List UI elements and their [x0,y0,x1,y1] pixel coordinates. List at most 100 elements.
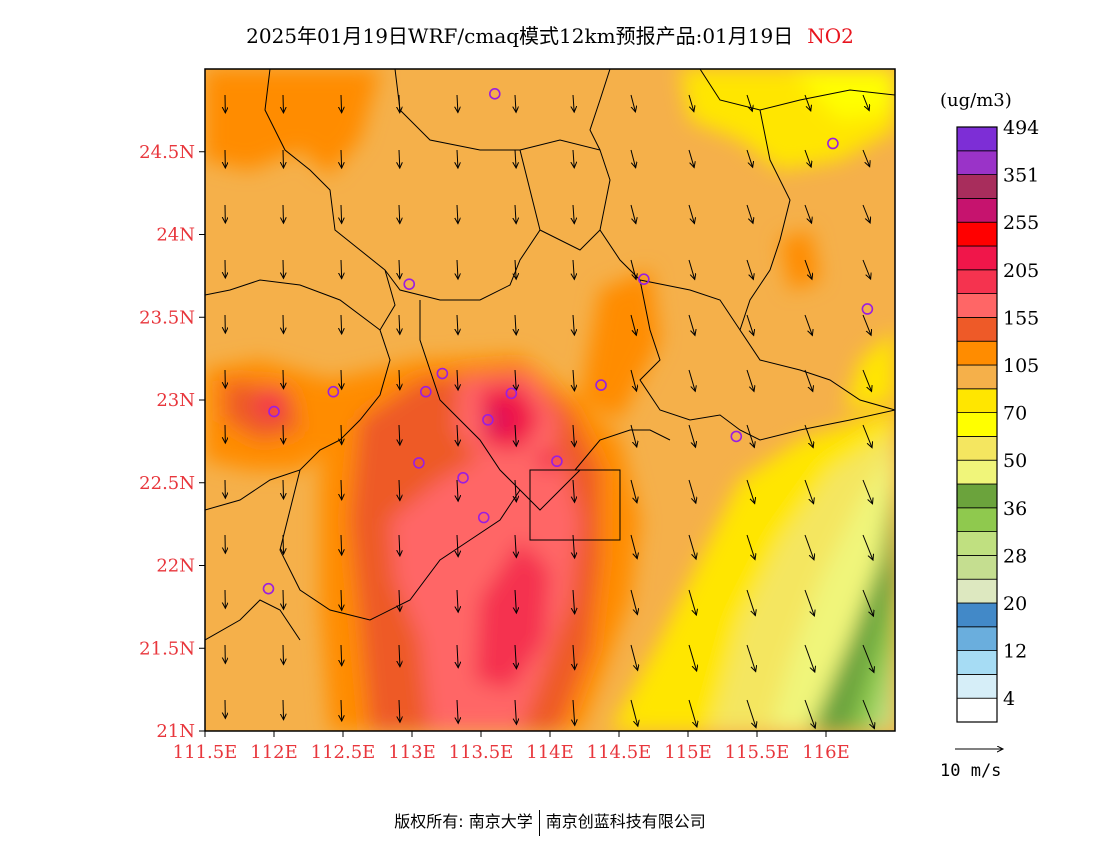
x-tick-label: 114.5E [587,742,652,763]
wind-vector [862,204,870,223]
wind-vector [804,204,812,223]
wind-vector [341,204,342,223]
wind-vector [862,699,874,729]
legend-swatch [956,555,998,580]
wind-vector [457,204,458,224]
legend-swatch [956,126,998,152]
wind-vector [804,589,814,616]
field-hotspot-w [256,391,284,419]
y-tick-label: 24N [156,225,195,246]
wind-vector [804,534,814,560]
x-tick-label: 113E [388,742,436,763]
wind-vector [746,534,755,560]
x-tick-label: 114E [526,742,574,763]
legend-label: 4 [1003,688,1015,710]
wind-vector [283,424,284,444]
wind-vector [688,644,697,671]
wind-vector [399,369,400,390]
station-marker [488,88,501,100]
wind-vector [515,369,516,391]
wind-vector [457,589,458,612]
boundary-sw [205,599,301,641]
wind-vector [630,259,636,279]
wind-vector [804,94,811,111]
legend-label: 12 [1003,641,1027,663]
wind-vector [515,699,516,724]
wind-vector [457,699,458,723]
wind-vector [630,369,637,391]
legend-swatch [956,150,998,176]
boundary-hk-box [529,469,621,541]
field-red-core [480,385,540,450]
boundary-ne3 [739,109,895,411]
legend-swatch [956,293,998,318]
legend-swatch [956,245,998,271]
boundary-ne1 [589,69,611,151]
legend-swatch [956,697,998,723]
y-axis: 21N 21.5N 22N 22.5N 23N 23.5N 24N 24.5N [139,142,205,742]
legend-swatch [956,602,998,628]
wind-vector [573,204,574,224]
wind-vector [630,589,637,615]
wind-vector [341,94,342,113]
station-marker [638,273,650,285]
station-marker [436,367,449,380]
x-tick-label: 115E [664,742,712,763]
x-tick-label: 115.5E [725,742,790,763]
station-marker [327,385,340,398]
wind-vector [399,534,400,556]
wind-vector [399,204,400,224]
wind-vector [283,479,284,499]
wind-vector [804,424,813,448]
wind-vector [746,259,753,279]
wind-vector [746,589,755,616]
field-yellow-e [845,330,895,410]
title-text: 2025年01月19日WRF/cmaq模式12km预报产品:01月19日 [246,24,794,48]
wind-vector [515,424,516,446]
wind-vectors [225,94,874,729]
wind-vector [573,589,575,614]
legend-swatch [956,435,998,461]
wind-vector [341,149,342,168]
x-axis: 111.5E 112E 112.5E 113E 113.5E 114E 114.5E 115E… [173,731,850,763]
wind-vector [746,94,752,111]
wind-vector [862,149,870,167]
legend-swatch [956,174,998,199]
station-marker [730,430,743,443]
wind-vector [515,149,516,168]
legend-label: 70 [1003,403,1027,425]
wind-vector [630,699,638,726]
wind-vector [688,94,694,112]
wind-vector [457,149,458,168]
legend-swatch [956,578,998,604]
legend-label: 20 [1003,593,1027,615]
wind-vector [515,589,516,613]
wind-vector [573,479,575,502]
y-tick-label: 21N [156,721,195,742]
wind-vector [688,314,695,335]
wind-vector [688,699,697,727]
legend-label: 255 [1003,212,1039,234]
wind-vector [862,314,871,335]
wind-vector [688,534,696,559]
wind-vector [515,204,516,224]
legend-swatch [956,650,998,675]
wind-vector [804,369,813,392]
legend-label: 105 [1003,355,1039,377]
wind-vector [399,314,400,334]
station-marker [403,278,416,290]
legend-swatch [956,674,998,699]
legend-swatch [956,531,998,556]
wind-vector [399,699,400,722]
footer-left: 版权所有: 南京大学 [394,812,533,831]
x-tick-label: 113.5E [449,742,514,763]
boundary-prd [419,300,581,511]
boundary-coast-e [574,429,671,471]
wind-vector [399,479,400,501]
wind-vector [341,424,342,445]
wind-vector [630,644,638,670]
y-tick-label: 23.5N [139,307,195,328]
station-marker [413,457,425,469]
wind-vector [573,94,574,112]
